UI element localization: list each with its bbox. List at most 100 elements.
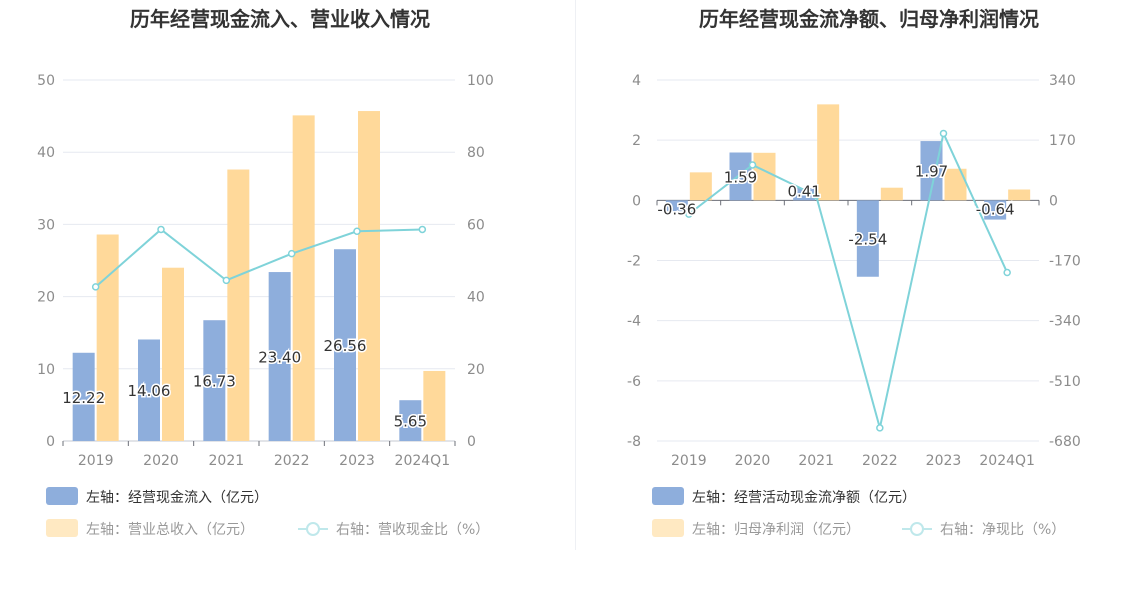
y-tick-right: 60 — [467, 217, 485, 233]
chart-title: 历年经营现金流净额、归母净利润情况 — [699, 7, 1039, 31]
x-tick-label: 2022 — [862, 453, 898, 469]
y-tick-right: 100 — [467, 73, 494, 89]
data-label: 16.73 — [193, 373, 236, 391]
panel-divider — [575, 0, 576, 550]
line-point — [748, 161, 757, 169]
bar-series-1 — [72, 352, 95, 441]
legend-label-series-3: 右轴：营收现金比（%） — [336, 522, 489, 538]
data-label: 5.65 — [394, 413, 427, 431]
y-tick-right: -680 — [1049, 434, 1081, 450]
y-tick-left: 4 — [632, 73, 641, 89]
legend-marker-series-3 — [910, 522, 924, 536]
x-tick-label: 2022 — [274, 453, 310, 469]
legend-swatch-series-1 — [46, 487, 78, 505]
line-point — [939, 129, 948, 138]
x-tick-label: 2020 — [735, 453, 771, 469]
bar-series-1 — [203, 320, 226, 441]
y-tick-right: -170 — [1049, 254, 1081, 270]
bar-series-2 — [753, 152, 776, 201]
x-tick-label: 2019 — [671, 453, 707, 469]
y-tick-right: 80 — [467, 145, 485, 161]
y-tick-right: 40 — [467, 290, 485, 306]
x-tick-label: 2024Q1 — [979, 453, 1035, 469]
line-point — [685, 210, 693, 218]
bar-series-2 — [96, 234, 119, 441]
bar-series-2 — [423, 370, 446, 441]
line-series — [95, 228, 423, 288]
x-tick-label: 2019 — [78, 453, 114, 469]
y-tick-left: 2 — [632, 133, 641, 149]
bar-series-2 — [292, 115, 315, 442]
bar-series-1 — [856, 200, 879, 277]
y-tick-right: 0 — [1049, 193, 1058, 209]
data-label: -0.64 — [976, 200, 1015, 218]
legend-marker-series-3 — [306, 522, 320, 536]
x-tick-label: 2023 — [926, 453, 962, 469]
line-point — [353, 227, 361, 236]
line-point — [812, 191, 820, 200]
data-label: -2.54 — [848, 231, 887, 249]
legend-label-series-1: 左轴：经营活动现金流净额（亿元） — [692, 490, 916, 506]
bar-series-2 — [689, 172, 712, 201]
data-label: 14.06 — [128, 382, 171, 400]
legend-label-series-1: 左轴：经营现金流入（亿元） — [86, 490, 268, 506]
x-tick-label: 2021 — [798, 453, 834, 469]
bar-series-1 — [334, 249, 356, 441]
data-label: 1.59 — [724, 168, 757, 186]
bar-series-1 — [984, 200, 1007, 220]
bar-series-2 — [358, 111, 380, 442]
bar-series-1 — [399, 400, 422, 441]
legend-label-series-3: 右轴：净现比（%） — [940, 522, 1065, 538]
bar-series-1 — [665, 200, 688, 212]
y-tick-left: 30 — [37, 217, 55, 233]
legend-label-series-2: 左轴：归母净利润（亿元） — [692, 521, 860, 538]
y-tick-right: 0 — [467, 434, 476, 450]
y-tick-right: 340 — [1049, 73, 1076, 89]
bar-series-1 — [920, 141, 943, 201]
y-tick-left: 40 — [37, 145, 55, 161]
y-tick-right: -510 — [1049, 374, 1081, 390]
y-tick-left: -4 — [627, 314, 641, 330]
chart-netcash-profit: 历年经营现金流净额、归母净利润情况 -8 -680 -6 -510 -4 -340 -2 -17… — [627, 7, 1081, 538]
legend-swatch-series-2 — [652, 519, 684, 537]
legend-swatch-series-1 — [652, 487, 684, 505]
legend-swatch-series-2 — [46, 519, 78, 537]
y-tick-left: -6 — [627, 374, 641, 390]
line-series — [688, 130, 1009, 429]
bar-series-1 — [729, 152, 752, 201]
bar-series-1 — [793, 187, 816, 201]
y-tick-right: 170 — [1049, 133, 1076, 149]
line-point — [1003, 268, 1011, 277]
y-tick-left: -8 — [627, 434, 641, 450]
y-tick-left: 0 — [632, 193, 641, 209]
data-label: -0.36 — [657, 200, 696, 218]
y-tick-left: 50 — [37, 73, 55, 89]
y-tick-left: 20 — [37, 290, 55, 306]
y-tick-left: 0 — [46, 434, 55, 450]
line-point — [91, 283, 100, 291]
data-label: 1.97 — [915, 163, 948, 181]
bar-series-2 — [1008, 189, 1031, 201]
bar-series-2 — [162, 267, 184, 441]
line-point — [157, 225, 165, 234]
bar-series-2 — [817, 104, 840, 201]
x-tick-label: 2021 — [209, 453, 245, 469]
line-point — [222, 276, 231, 285]
y-tick-right: 20 — [467, 362, 485, 378]
bar-series-2 — [880, 187, 903, 201]
line-point — [876, 424, 884, 432]
data-label: 0.41 — [787, 182, 820, 200]
chart-title: 历年经营现金流入、营业收入情况 — [130, 7, 430, 31]
bar-series-1 — [268, 272, 291, 441]
y-tick-right: -340 — [1049, 314, 1081, 330]
bar-series-2 — [227, 169, 250, 441]
legend-label-series-2: 左轴：营业总收入（亿元） — [86, 522, 254, 538]
data-label: 23.40 — [258, 349, 301, 367]
bar-series-2 — [944, 168, 967, 201]
data-label: 12.22 — [62, 389, 105, 407]
line-point — [418, 225, 427, 234]
line-point — [287, 249, 296, 258]
y-tick-left: -2 — [627, 254, 641, 270]
